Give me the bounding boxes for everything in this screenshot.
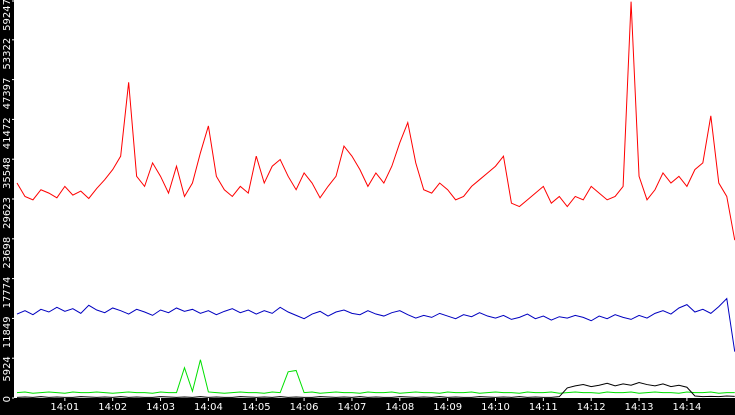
x-tick-label: 14:13 [625,402,654,413]
x-tick-label: 14:01 [50,402,79,413]
series-line [16,297,735,352]
y-tick-label: 5924 [2,356,13,381]
series-line [16,359,735,394]
x-tick-label: 14:08 [385,402,414,413]
x-tick-label: 14:03 [146,402,175,413]
y-axis-strip [0,0,14,415]
x-tick-label: 14:12 [577,402,606,413]
y-tick-label: 23698 [2,237,13,269]
y-tick-label: 29623 [2,197,13,229]
y-tick-label: 35548 [2,157,13,189]
x-tick-label: 14:07 [338,402,367,413]
y-tick-label: 0 [2,396,13,402]
y-tick-label: 59247 [2,0,13,31]
x-tick-label: 14:02 [98,402,127,413]
x-axis-strip [0,398,735,415]
y-tick-label: 41472 [2,117,13,149]
x-tick-label: 14:09 [433,402,462,413]
y-tick-label: 17774 [2,277,13,309]
y-tick-label: 11849 [2,316,13,348]
x-tick-label: 14:10 [481,402,510,413]
x-tick-label: 14:11 [529,402,558,413]
x-tick-label: 14:04 [194,402,223,413]
x-tick-label: 14:14 [672,402,701,413]
series-line [16,382,735,398]
series-line [16,1,735,241]
x-tick-label: 14:06 [290,402,319,413]
x-tick-label: 14:05 [242,402,271,413]
y-tick-label: 47397 [2,78,13,110]
y-tick-label: 53322 [2,38,13,70]
